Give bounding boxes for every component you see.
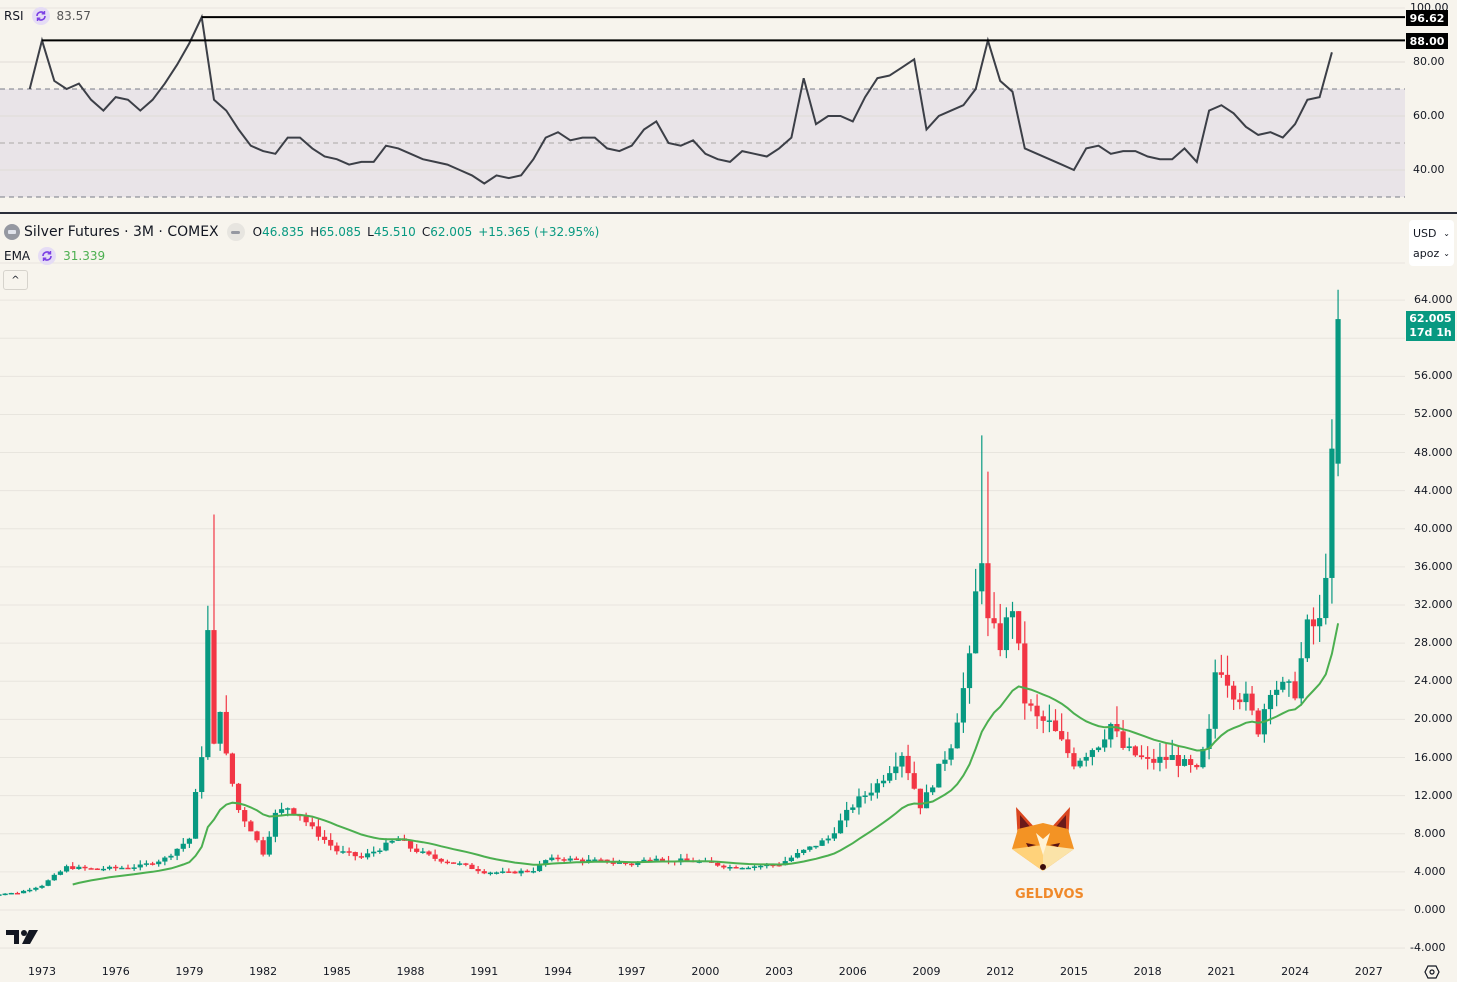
- year-tick: 2009: [912, 965, 941, 978]
- year-tick: 2015: [1059, 965, 1088, 978]
- rsi-legend: RSI 83.57: [4, 7, 91, 25]
- year-tick: 1991: [470, 965, 499, 978]
- price-tick: 44.000: [1414, 483, 1453, 497]
- year-tick: 2012: [986, 965, 1015, 978]
- ema-label: EMA: [4, 249, 31, 263]
- year-tick: 2021: [1207, 965, 1236, 978]
- collapse-legend-button[interactable]: ^: [3, 270, 28, 290]
- price-tick: 0.000: [1414, 903, 1446, 916]
- tradingview-logo-icon[interactable]: [6, 929, 40, 949]
- year-tick: 1982: [249, 965, 278, 978]
- currency-select[interactable]: USD ⌄: [1413, 226, 1450, 240]
- chevron-up-icon: ^: [11, 274, 20, 286]
- ema-value: 31.339: [63, 249, 106, 263]
- price-tick: 16.000: [1414, 750, 1453, 764]
- chevron-down-icon: ⌄: [1443, 228, 1450, 238]
- rsi-level-tag-96: 96.62: [1406, 10, 1448, 26]
- symbol-title[interactable]: Silver Futures · 3M · COMEX: [24, 224, 219, 240]
- price-tick: 56.000: [1414, 369, 1453, 383]
- price-tick: 12.000: [1414, 788, 1453, 802]
- price-tick: 20.000: [1414, 712, 1453, 726]
- silver-symbol-icon: [4, 224, 20, 240]
- year-tick: 2000: [691, 965, 720, 978]
- refresh-icon[interactable]: [38, 247, 57, 265]
- hide-icon[interactable]: [226, 223, 245, 241]
- rsi-level-tag-88: 88.00: [1406, 33, 1448, 49]
- geldvos-fox-icon: [1008, 805, 1078, 905]
- year-tick: 1985: [322, 965, 351, 978]
- year-tick: 1988: [396, 965, 425, 978]
- last-price-tag: 62.005 17d 1h: [1406, 311, 1455, 341]
- unit-select[interactable]: apoz ⌄: [1413, 246, 1450, 260]
- ema-legend: EMA 31.339: [4, 247, 105, 265]
- ohlc-values: O 46.835 H 65.085 L 45.510 C 62.005 +15.365 …: [252, 225, 600, 239]
- year-tick: 2006: [838, 965, 867, 978]
- rsi-label: RSI: [4, 9, 24, 23]
- rsi-value: 83.57: [56, 9, 91, 23]
- rsi-tick-60: 60.00: [1413, 109, 1445, 122]
- chevron-down-icon: ⌄: [1443, 248, 1450, 258]
- price-tick: 64.000: [1414, 293, 1453, 307]
- price-tick: 28.000: [1414, 636, 1453, 650]
- rsi-tick-40: 40.00: [1413, 163, 1445, 176]
- year-tick: 2027: [1354, 965, 1383, 978]
- year-tick: 1976: [101, 965, 130, 978]
- price-tick: 36.000: [1414, 559, 1453, 573]
- bar-countdown: 17d 1h: [1409, 326, 1452, 339]
- year-tick: 1979: [175, 965, 204, 978]
- year-tick: 2003: [765, 965, 794, 978]
- year-tick: 2018: [1133, 965, 1162, 978]
- price-tick: 40.000: [1414, 521, 1453, 535]
- rsi-tick-80: 80.00: [1413, 55, 1445, 68]
- change-value: +15.365 (+32.95%): [478, 225, 600, 239]
- price-tick: 8.000: [1414, 826, 1446, 840]
- price-tick: -4.000: [1410, 941, 1446, 955]
- price-tick: 48.000: [1414, 445, 1453, 459]
- year-tick: 1973: [28, 965, 56, 978]
- price-tick: 24.000: [1414, 674, 1453, 688]
- watermark-label: GELDVOS: [1015, 887, 1084, 902]
- rsi-pane[interactable]: [0, 0, 1457, 214]
- refresh-icon[interactable]: [31, 7, 50, 25]
- year-tick: 2024: [1281, 965, 1310, 978]
- price-tick: 4.000: [1414, 864, 1446, 878]
- price-tick: 52.000: [1414, 407, 1453, 421]
- settings-hexagon-icon[interactable]: [1424, 964, 1440, 980]
- symbol-legend: Silver Futures · 3M · COMEX O 46.835 H 65.…: [4, 223, 605, 241]
- currency-unit-selector: USD ⌄ apoz ⌄: [1409, 220, 1454, 266]
- year-tick: 1994: [543, 965, 572, 978]
- year-tick: 1997: [617, 965, 646, 978]
- price-tick: 32.000: [1414, 598, 1453, 612]
